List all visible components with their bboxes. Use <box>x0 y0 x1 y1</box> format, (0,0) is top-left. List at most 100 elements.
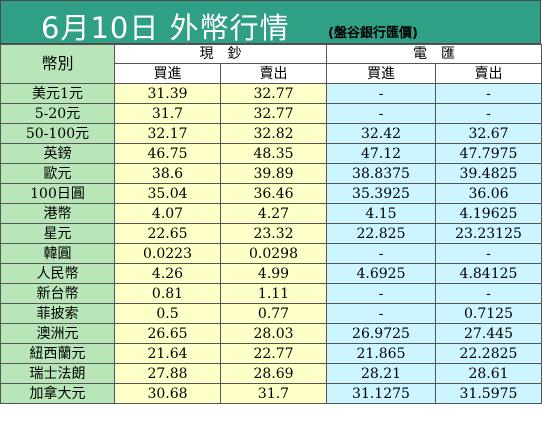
table-row: 澳洲元 26.65 28.03 26.9725 27.445 <box>0 323 542 344</box>
cash-sell-cell: 0.0298 <box>220 243 327 264</box>
cash-sell-cell: 4.27 <box>220 203 327 224</box>
remit-buy-cell: 26.9725 <box>326 323 436 344</box>
remit-sell-cell: 32.67 <box>435 123 542 144</box>
currency-name-cell: 人民幣 <box>0 263 115 284</box>
cash-buy-cell: 38.6 <box>114 163 221 184</box>
currency-name-cell: 新台幣 <box>0 283 115 304</box>
cash-buy-cell: 35.04 <box>114 183 221 204</box>
cash-sell-cell: 22.77 <box>220 343 327 364</box>
cash-sell-cell: 32.77 <box>220 83 327 104</box>
cash-buy-header: 買進 <box>114 63 221 84</box>
currency-name-cell: 美元1元 <box>0 83 115 104</box>
cash-buy-cell: 4.26 <box>114 263 221 284</box>
currency-name-cell: 菲披索 <box>0 303 115 324</box>
cash-buy-cell: 46.75 <box>114 143 221 164</box>
cash-buy-cell: 26.65 <box>114 323 221 344</box>
remit-buy-cell: 47.12 <box>326 143 436 164</box>
cash-sell-cell: 31.7 <box>220 383 327 404</box>
cash-sell-cell: 28.03 <box>220 323 327 344</box>
cash-sell-cell: 23.32 <box>220 223 327 244</box>
cash-buy-cell: 0.5 <box>114 303 221 324</box>
cash-sell-cell: 32.82 <box>220 123 327 144</box>
rate-rows: 美元1元 31.39 32.77- -5-20元 31.7 32.77- -50-100元 3… <box>0 83 542 404</box>
table-row: 美元1元 31.39 32.77- - <box>0 83 542 104</box>
cash-group-header: 現 鈔 <box>114 44 327 64</box>
remit-buy-cell: 31.1275 <box>326 383 436 404</box>
currency-name-cell: 5-20元 <box>0 103 115 124</box>
title-banner: 6月10日 外幣行情 (盤谷銀行匯價) <box>0 0 541 45</box>
remit-sell-cell: 27.445 <box>435 323 542 344</box>
remit-sell-cell: 36.06 <box>435 183 542 204</box>
remit-sell-cell: 0.7125 <box>435 303 542 324</box>
remit-buy-header: 買進 <box>326 63 436 84</box>
table-row: 50-100元 32.17 32.82 32.42 32.67 <box>0 123 542 144</box>
currency-column-header: 幣別 <box>0 44 115 84</box>
cash-buy-cell: 0.81 <box>114 283 221 304</box>
remit-buy-cell: 32.42 <box>326 123 436 144</box>
remit-buy-cell: - <box>326 243 436 264</box>
cash-buy-cell: 30.68 <box>114 383 221 404</box>
remit-buy-cell: 22.825 <box>326 223 436 244</box>
remit-buy-cell: 21.865 <box>326 343 436 364</box>
remit-sell-cell: 4.19625 <box>435 203 542 224</box>
cash-buy-cell: 31.7 <box>114 103 221 124</box>
remit-sell-cell: - <box>435 243 542 264</box>
cash-buy-cell: 4.07 <box>114 203 221 224</box>
cash-sell-cell: 36.46 <box>220 183 327 204</box>
remit-sell-cell: 4.84125 <box>435 263 542 284</box>
currency-name-cell: 澳洲元 <box>0 323 115 344</box>
header-row-groups: 幣別 現 鈔 電 匯 <box>0 44 542 84</box>
remit-buy-cell: - <box>326 103 436 124</box>
cash-sell-cell: 48.35 <box>220 143 327 164</box>
remit-sell-cell: 23.23125 <box>435 223 542 244</box>
currency-name-cell: 紐西蘭元 <box>0 343 115 364</box>
remit-buy-cell: - <box>326 83 436 104</box>
cash-buy-cell: 22.65 <box>114 223 221 244</box>
remit-sell-cell: - <box>435 83 542 104</box>
page-title: 6月10日 外幣行情 <box>41 11 290 45</box>
remit-buy-cell: 4.15 <box>326 203 436 224</box>
cash-sell-header: 賣出 <box>220 63 327 84</box>
currency-name-cell: 100日圓 <box>0 183 115 204</box>
cash-sell-cell: 39.89 <box>220 163 327 184</box>
cash-sell-cell: 28.69 <box>220 363 327 384</box>
cash-sell-cell: 32.77 <box>220 103 327 124</box>
currency-name-cell: 瑞士法朗 <box>0 363 115 384</box>
remit-sell-cell: 47.7975 <box>435 143 542 164</box>
table-row: 加拿大元 30.68 31.7 31.1275 31.5975 <box>0 383 542 404</box>
remit-sell-cell: 31.5975 <box>435 383 542 404</box>
remit-buy-cell: 35.3925 <box>326 183 436 204</box>
table-row: 港幣 4.07 4.27 4.15 4.19625 <box>0 203 542 224</box>
table-row: 菲披索 0.5 0.77-0.7125 <box>0 303 542 324</box>
table-row: 英鎊 46.75 48.35 47.12 47.7975 <box>0 143 542 164</box>
table-row: 星元 22.65 23.32 22.825 23.23125 <box>0 223 542 244</box>
bank-source-label: (盤谷銀行匯價) <box>328 26 418 41</box>
remit-sell-cell: - <box>435 103 542 124</box>
cash-buy-cell: 31.39 <box>114 83 221 104</box>
cash-buy-cell: 27.88 <box>114 363 221 384</box>
exchange-rate-table: 幣別 現 鈔 電 匯 買進 賣出 買進 賣出 美元1元 31.39 32.77- -5… <box>0 44 542 404</box>
table-row: 歐元 38.6 39.89 38.8375 39.4825 <box>0 163 542 184</box>
remit-sell-cell: 28.61 <box>435 363 542 384</box>
cash-buy-cell: 0.0223 <box>114 243 221 264</box>
remit-sell-cell: 22.2825 <box>435 343 542 364</box>
remit-buy-cell: 28.21 <box>326 363 436 384</box>
table-row: 新台幣 0.81 1.11- - <box>0 283 542 304</box>
remittance-group-header: 電 匯 <box>326 44 542 64</box>
cash-sell-cell: 0.77 <box>220 303 327 324</box>
currency-name-cell: 港幣 <box>0 203 115 224</box>
table-row: 韓圓 0.0223 0.0298- - <box>0 243 542 264</box>
table-row: 瑞士法朗 27.88 28.69 28.21 28.61 <box>0 363 542 384</box>
remit-buy-cell: 4.6925 <box>326 263 436 284</box>
currency-name-cell: 韓圓 <box>0 243 115 264</box>
remit-sell-cell: 39.4825 <box>435 163 542 184</box>
cash-buy-cell: 32.17 <box>114 123 221 144</box>
cash-buy-cell: 21.64 <box>114 343 221 364</box>
table-row: 100日圓 35.04 36.46 35.3925 36.06 <box>0 183 542 204</box>
remit-sell-header: 賣出 <box>435 63 542 84</box>
header-row-sub: 買進 賣出 買進 賣出 <box>1 63 542 84</box>
table-row: 5-20元 31.7 32.77- - <box>0 103 542 124</box>
table-row: 人民幣 4.26 4.99 4.6925 4.84125 <box>0 263 542 284</box>
cash-sell-cell: 1.11 <box>220 283 327 304</box>
remit-buy-cell: 38.8375 <box>326 163 436 184</box>
